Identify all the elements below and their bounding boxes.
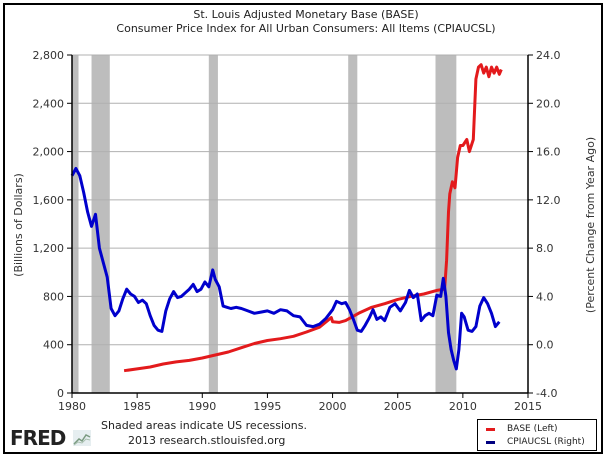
series-line-cpiaucsl — [70, 167, 501, 371]
x-tick-label: 2005 — [384, 400, 412, 413]
recession-band — [72, 55, 79, 393]
recession-note: Shaded areas indicate US recessions. — [101, 419, 307, 432]
y-left-tick-label: 800 — [43, 290, 64, 303]
x-tick-label: 1995 — [253, 400, 281, 413]
y-left-tick-label: 1,200 — [33, 242, 65, 255]
y-right-tick-label: -4.0 — [536, 387, 557, 400]
y-right-tick-label: 20.0 — [536, 97, 561, 110]
legend-swatch-cpi — [486, 440, 495, 444]
y-right-tick-label: 16.0 — [536, 146, 561, 159]
recession-band — [435, 55, 457, 393]
y-left-tick-label: 400 — [43, 339, 64, 352]
y-right-tick-label: 12.0 — [536, 194, 561, 207]
legend-item-cpi: CPIAUCSL (Right) — [486, 437, 585, 447]
y-axis-left-label: (Billions of Dollars) — [12, 173, 25, 277]
x-tick-label: 1990 — [188, 400, 216, 413]
x-tick-label: 1980 — [58, 400, 86, 413]
y-axis-right-label: (Percent Change from Year Ago) — [584, 137, 597, 313]
y-left-tick-label: 2,400 — [33, 97, 65, 110]
x-tick-label: 2000 — [319, 400, 347, 413]
chart-logo-icon — [73, 430, 92, 446]
y-right-tick-label: 8.0 — [536, 242, 554, 255]
recession-band — [208, 55, 218, 393]
y-left-tick-label: 2,000 — [33, 146, 65, 159]
legend-label-cpi: CPIAUCSL (Right) — [507, 437, 585, 447]
recession-band — [91, 55, 110, 393]
chart-title: St. Louis Adjusted Monetary Base (BASE) — [193, 8, 419, 21]
y-right-tick-label: 4.0 — [536, 290, 554, 303]
chart-subtitle: Consumer Price Index for All Urban Consu… — [116, 22, 496, 35]
fred-logo: FRED — [10, 426, 92, 450]
legend-label-base: BASE (Left) — [507, 424, 558, 434]
legend: BASE (Left) CPIAUCSL (Right) — [477, 419, 597, 451]
x-tick-label: 2010 — [449, 400, 477, 413]
x-tick-label: 1985 — [123, 400, 151, 413]
x-tick-label: 2015 — [514, 400, 542, 413]
legend-swatch-base — [486, 427, 495, 431]
y-left-tick-label: 2,800 — [33, 49, 65, 62]
source-note: 2013 research.stlouisfed.org — [128, 434, 286, 447]
recession-band — [348, 55, 358, 393]
y-right-tick-label: 0.0 — [536, 339, 554, 352]
y-left-tick-label: 0 — [57, 387, 64, 400]
legend-item-base: BASE (Left) — [486, 424, 558, 434]
fred-logo-text: FRED — [10, 426, 66, 450]
y-left-tick-label: 1,600 — [33, 194, 65, 207]
chart-frame — [3, 3, 603, 454]
y-right-tick-label: 24.0 — [536, 49, 561, 62]
